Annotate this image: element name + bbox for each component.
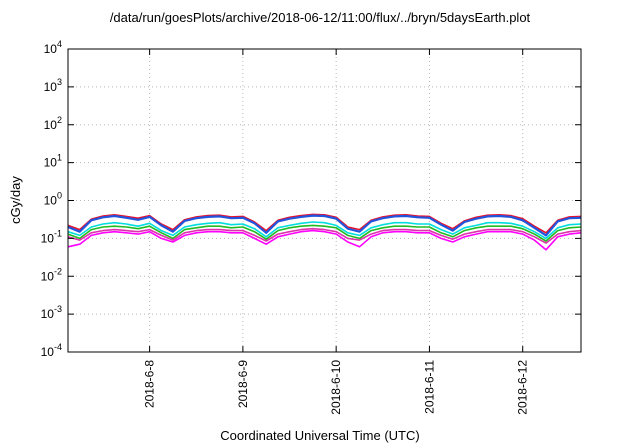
series-line-5 bbox=[67, 227, 582, 244]
y-tick-base: 10 bbox=[44, 80, 58, 94]
y-tick-label: 10-4 bbox=[41, 342, 62, 359]
y-tick-exponent: -1 bbox=[54, 228, 62, 238]
chart-title: /data/run/goesPlots/archive/2018-06-12/1… bbox=[109, 10, 531, 25]
x-tick-label: 2018-6-10 bbox=[329, 360, 343, 415]
y-tick-base: 10 bbox=[44, 194, 58, 208]
x-tick-label: 2018-6-11 bbox=[422, 360, 436, 414]
y-tick-exponent: 4 bbox=[57, 39, 62, 49]
y-tick-base: 10 bbox=[41, 307, 55, 321]
y-tick-label: 100 bbox=[44, 191, 62, 208]
y-tick-label: 101 bbox=[44, 153, 62, 170]
series-line-4 bbox=[67, 224, 582, 242]
y-tick-label: 103 bbox=[44, 77, 62, 94]
y-tick-exponent: 0 bbox=[57, 191, 62, 201]
series-line-6 bbox=[67, 229, 582, 251]
y-tick-exponent: 1 bbox=[57, 153, 62, 163]
x-axis-label: Coordinated Universal Time (UTC) bbox=[220, 428, 420, 443]
y-tick-exponent: 3 bbox=[57, 77, 62, 87]
y-tick-label: 10-1 bbox=[41, 228, 62, 245]
series-lines bbox=[67, 213, 582, 251]
y-tick-exponent: -2 bbox=[54, 266, 62, 276]
y-tick-base: 10 bbox=[41, 269, 55, 283]
y-tick-label: 10-2 bbox=[41, 266, 62, 283]
x-tick-label: 2018-6-9 bbox=[236, 360, 250, 408]
grid-lines bbox=[68, 49, 581, 352]
series-line-2 bbox=[67, 214, 582, 237]
y-tick-exponent: -4 bbox=[54, 342, 62, 352]
x-tick-label: 2018-6-8 bbox=[143, 360, 157, 408]
y-tick-label: 10-3 bbox=[41, 304, 62, 321]
y-tick-base: 10 bbox=[44, 156, 58, 170]
y-tick-base: 10 bbox=[44, 118, 58, 132]
y-tick-base: 10 bbox=[41, 345, 55, 359]
y-tick-exponent: 2 bbox=[57, 115, 62, 125]
y-tick-label: 102 bbox=[44, 115, 62, 132]
y-tick-base: 10 bbox=[41, 231, 55, 245]
x-tick-label: 2018-6-12 bbox=[516, 360, 530, 415]
y-axis-label: cGy/day bbox=[8, 176, 23, 224]
y-tick-label: 104 bbox=[44, 39, 62, 56]
series-line-3 bbox=[67, 221, 582, 240]
y-tick-exponent: -3 bbox=[54, 304, 62, 314]
y-tick-base: 10 bbox=[44, 42, 58, 56]
